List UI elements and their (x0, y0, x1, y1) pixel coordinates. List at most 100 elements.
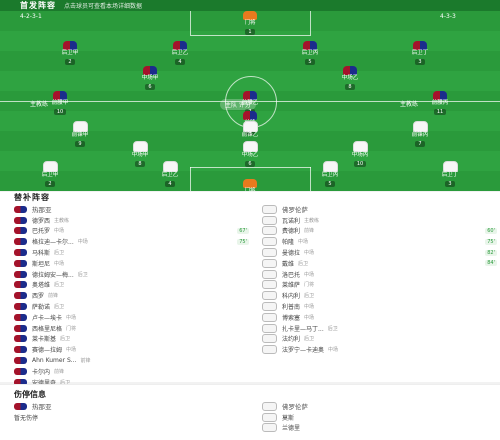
player-name: 中场乙 (341, 75, 359, 81)
bench-player-position: 中场 (66, 347, 77, 354)
bench-player-position: 后卫 (298, 260, 309, 267)
player-number: 9 (245, 129, 255, 135)
bench-row[interactable]: 卢卡—埃卡 中场 (14, 312, 249, 323)
player-shirt-icon (413, 41, 427, 50)
injured-player[interactable]: 莫斯 (282, 414, 295, 422)
home-player[interactable]: 前腰甲 10 (30, 91, 90, 115)
away-player[interactable]: 前锋甲 9 (50, 121, 110, 147)
away-player[interactable]: 中场丙 10 (330, 141, 390, 167)
bench-row[interactable]: 马科斯 后卫 (14, 247, 249, 258)
away-player[interactable]: 后卫丁 3 (420, 161, 480, 187)
home-player[interactable]: 后卫乙 4 (150, 41, 210, 65)
player-shirt-icon (14, 303, 27, 311)
home-team-name: 热那亚 (32, 403, 52, 412)
bench-row[interactable]: 德罗西 主教练 (14, 215, 249, 226)
bench-row[interactable]: 科内利 后卫 (262, 290, 497, 301)
bench-row[interactable]: 戴维 后卫 84' (262, 258, 497, 269)
bench-player-position: 后卫 (54, 282, 65, 289)
bench-row[interactable]: 帕隆 中场 75' (262, 236, 497, 247)
bench-row[interactable]: 洛巴托 中场 (262, 269, 497, 280)
home-player[interactable]: 后卫丙 5 (280, 41, 340, 65)
player-name: 前腰丙 (431, 100, 449, 106)
player-shirt-icon (262, 258, 277, 268)
home-player[interactable]: 前腰丙 11 (410, 91, 470, 115)
bench-player-name: 斯坦尼 (32, 260, 51, 268)
bench-row[interactable]: 西罗 前锋 (14, 290, 249, 301)
away-player[interactable]: 中场甲 8 (110, 141, 170, 167)
bench-row[interactable]: 博索塞 中场 (262, 312, 497, 323)
pitch: 4-2-3-1 4-3-3 主队 评分 主教练 主教练 门将 1 后卫甲 2 后卫乙 4 后… (0, 11, 500, 191)
player-shirt-icon (262, 323, 277, 333)
player-number: 4 (165, 181, 175, 187)
bench-row[interactable]: 奥塔维 后卫 (14, 280, 249, 291)
away-player[interactable]: 门将1 (220, 179, 280, 191)
bench-player-position: 主教练 (304, 217, 320, 224)
player-shirt-icon (433, 91, 447, 100)
bench-player-name: 卢卡—埃卡 (32, 314, 63, 322)
sub-minute-badge: 75' (237, 238, 249, 245)
player-number: 6 (145, 84, 155, 90)
player-shirt-icon (14, 367, 27, 375)
home-player[interactable]: 中场甲 6 (120, 66, 180, 90)
home-player[interactable]: 后卫丁 3 (390, 41, 450, 65)
home-player[interactable]: 后卫甲 2 (40, 41, 100, 65)
player-shirt-icon (243, 11, 257, 20)
player-name: 前锋乙 (241, 132, 259, 138)
bench-player-name: 博索塞 (282, 314, 301, 322)
away-player[interactable]: 中场乙 6 (220, 141, 280, 167)
player-number: 2 (65, 59, 75, 65)
home-player[interactable]: 门将 1 (220, 11, 280, 35)
team-crest-icon (262, 204, 277, 214)
player-number: 10 (353, 161, 367, 167)
bench-row[interactable]: 巴托罗 中场 67' (14, 226, 249, 237)
bench-player-position: 后卫 (54, 250, 65, 257)
bench-row[interactable]: 费德利 前锋 60' (262, 226, 497, 237)
player-name: 后卫甲 (41, 172, 59, 178)
player-number: 6 (245, 161, 255, 167)
player-shirt-icon (262, 412, 277, 422)
injury-section: 伤停信息 热那亚 暂无伤停 佛罗伦萨 莫斯 兰德里 (0, 384, 500, 440)
bench-row[interactable]: 法罗宁—卡迪奥 中场 (262, 344, 497, 355)
player-name: 前腰甲 (51, 100, 69, 106)
bench-player-name: 卡尔内 (32, 368, 51, 376)
bench-row[interactable]: 法约利 后卫 (262, 334, 497, 345)
sub-minute-badge: 67' (237, 227, 249, 234)
bench-row[interactable]: 安德里奇后卫 (14, 377, 249, 388)
sub-minute-badge: 84' (485, 260, 497, 267)
team-crest-icon (14, 205, 27, 213)
away-player[interactable]: 前锋丙 7 (390, 121, 450, 147)
player-name: 前锋丙 (411, 132, 429, 138)
player-shirt-icon (242, 121, 258, 132)
player-shirt-icon (242, 141, 258, 152)
bench-row[interactable]: 扎卡里—马丁... 后卫 (262, 323, 497, 334)
bench-player-position: 前锋 (304, 228, 315, 235)
injured-player[interactable]: 兰德里 (282, 425, 301, 433)
bench-row[interactable]: Ahn Kumer S... 前锋 (14, 355, 249, 366)
bench-row[interactable]: 曼德拉 中场 82' (262, 247, 497, 258)
bench-row[interactable]: 西格里尼格 门将 (14, 323, 249, 334)
away-player[interactable]: 后卫丙 5 (300, 161, 360, 187)
bench-row[interactable]: 利普南 中场 (262, 301, 497, 312)
bench-row[interactable]: 莱卡斯基 后卫 (14, 334, 249, 345)
bench-row[interactable]: 莱维萨 门将 (262, 280, 497, 291)
away-player[interactable]: 后卫乙 4 (140, 161, 200, 187)
bench-row[interactable]: 瓦诺利 主教练 (262, 215, 497, 226)
bench-row[interactable]: 卡尔内 前锋 (14, 366, 249, 377)
player-name: 中场丙 (351, 152, 369, 158)
away-player[interactable]: 后卫甲 2 (20, 161, 80, 187)
bench-player-name: 赛德—拉姆 (32, 347, 63, 355)
bench-row[interactable]: 斯坦尼 中场 (14, 258, 249, 269)
bench-section: 替补阵容 热那亚 德罗西 主教练 巴托罗 中场 67' 格拉迪—卡尔... 中场 75' 马科斯… (0, 192, 500, 387)
away-injury: 佛罗伦萨 莫斯 兰德里 (262, 401, 492, 433)
bench-row[interactable]: 赛德—拉姆 中场 (14, 344, 249, 355)
bench-row[interactable]: 萨勒诺 后卫 (14, 301, 249, 312)
player-shirt-icon (262, 237, 277, 247)
home-player[interactable]: 中场乙 8 (320, 66, 380, 90)
player-shirt-icon (262, 215, 277, 225)
bench-row[interactable]: 格拉迪—卡尔... 中场 75' (14, 236, 249, 247)
bench-player-position: 中场 (304, 271, 315, 278)
bench-player-position: 后卫 (327, 325, 338, 332)
injury-title: 伤停信息 (14, 390, 46, 399)
bench-row[interactable]: 德拉姆安—梅... 后卫 (14, 269, 249, 280)
player-shirt-icon (262, 345, 277, 355)
